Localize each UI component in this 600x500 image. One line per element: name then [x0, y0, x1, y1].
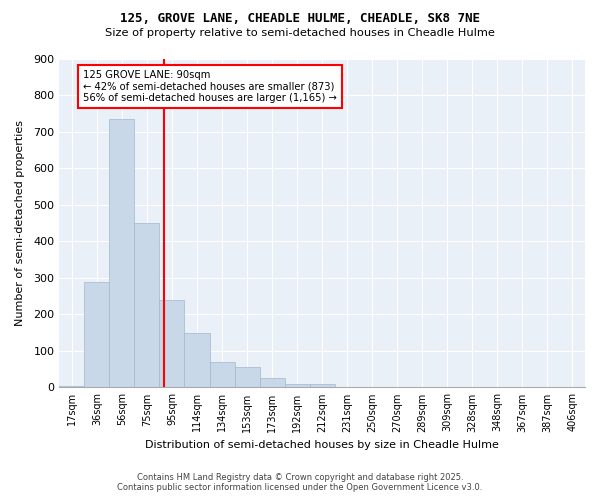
Text: 125, GROVE LANE, CHEADLE HULME, CHEADLE, SK8 7NE: 125, GROVE LANE, CHEADLE HULME, CHEADLE,… [120, 12, 480, 26]
Text: 125 GROVE LANE: 90sqm
← 42% of semi-detached houses are smaller (873)
56% of sem: 125 GROVE LANE: 90sqm ← 42% of semi-deta… [83, 70, 337, 103]
Bar [59, 386, 85, 388]
Bar [184, 332, 209, 388]
Bar [109, 119, 134, 388]
Bar [235, 368, 260, 388]
Bar [209, 362, 235, 388]
Text: Contains HM Land Registry data © Crown copyright and database right 2025.
Contai: Contains HM Land Registry data © Crown c… [118, 473, 482, 492]
Bar [284, 384, 310, 388]
Bar [260, 378, 284, 388]
Bar [160, 300, 184, 388]
Bar [134, 223, 160, 388]
Text: Size of property relative to semi-detached houses in Cheadle Hulme: Size of property relative to semi-detach… [105, 28, 495, 38]
X-axis label: Distribution of semi-detached houses by size in Cheadle Hulme: Distribution of semi-detached houses by … [145, 440, 499, 450]
Y-axis label: Number of semi-detached properties: Number of semi-detached properties [15, 120, 25, 326]
Bar [310, 384, 335, 388]
Bar [85, 282, 109, 388]
